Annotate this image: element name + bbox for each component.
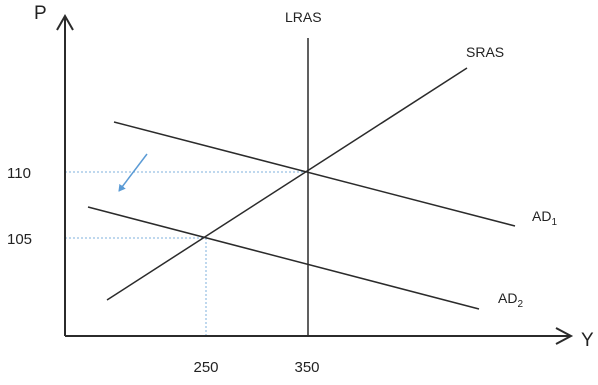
ad2-label-subscript: 2 <box>517 299 523 310</box>
lras-label: LRAS <box>285 9 322 25</box>
arrow-down-left-icon <box>118 153 148 192</box>
x-axis-arrowhead <box>555 327 574 345</box>
ad2-label-base: AD <box>498 290 517 306</box>
x-tick-250: 250 <box>193 359 218 376</box>
ad2-label: AD2 <box>498 290 523 310</box>
y-tick-105: 105 <box>7 231 32 248</box>
sras-line <box>106 67 468 301</box>
x-axis-label: Y <box>581 330 594 351</box>
ad1-label-subscript: 1 <box>551 217 557 228</box>
y-axis-arrowhead <box>56 13 74 31</box>
y-axis-label: P <box>34 3 47 24</box>
x-tick-350: 350 <box>294 359 319 376</box>
ad2-line <box>87 206 480 310</box>
y-tick-110: 110 <box>7 165 31 182</box>
ad1-line <box>113 121 516 227</box>
ad1-label: AD1 <box>532 208 557 228</box>
sras-label: SRAS <box>466 44 504 60</box>
ad1-label-base: AD <box>532 208 551 224</box>
